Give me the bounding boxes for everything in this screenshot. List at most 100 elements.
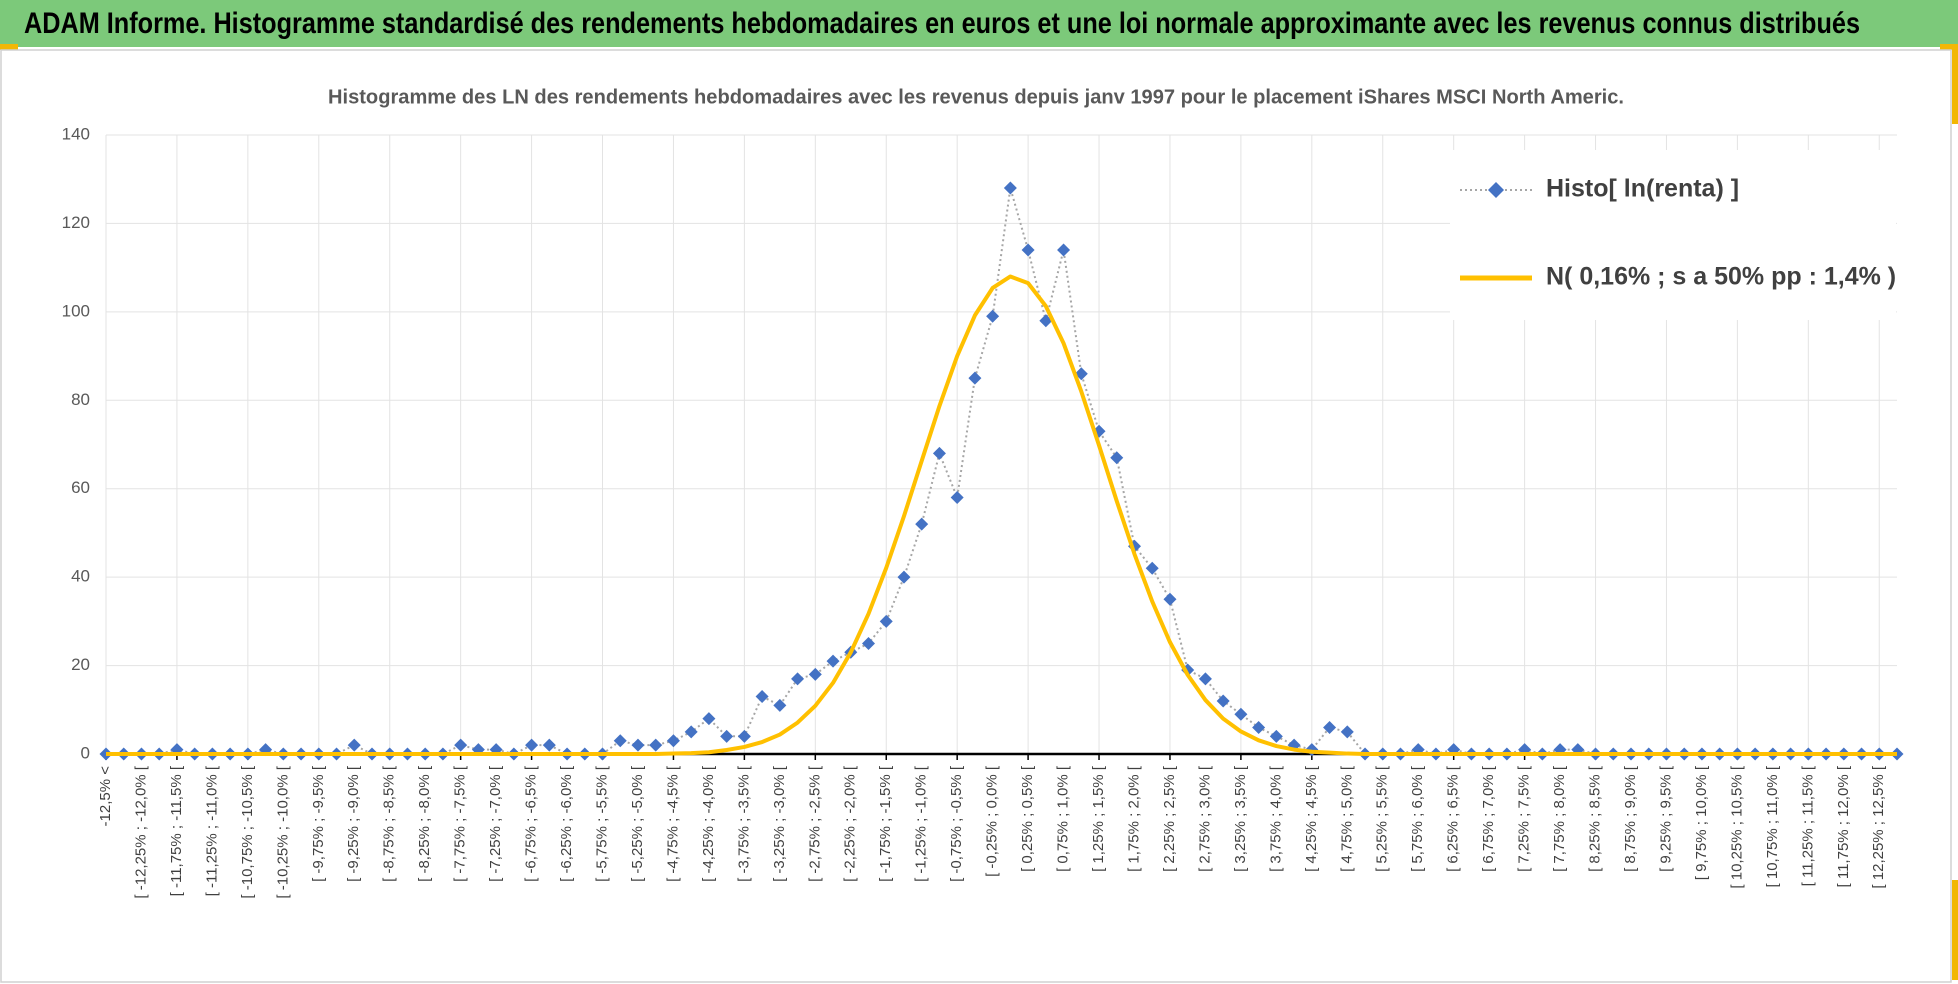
x-tick-label: [ 6,25% ; 6,5% [ [1445,765,1462,872]
legend-marker [1488,182,1504,198]
x-tick-label: [ -0,75% ; -0,5% [ [948,765,965,882]
histogram-marker [1110,451,1124,465]
histogram-marker [702,712,716,726]
y-tick-label: 140 [62,124,90,143]
frame-corner [1952,44,1958,124]
x-tick-label: [ 5,75% ; 6,0% [ [1409,765,1426,872]
legend-label: N( 0,16% ; s a 50% pp : 1,4% ) [1546,263,1896,291]
histogram-marker [986,309,1000,323]
legend-box [1450,150,1896,320]
x-tick-label: [ -11,75% ; -11,5% [ [168,765,185,896]
y-tick-label: 80 [71,390,90,409]
histogram-marker [525,738,539,752]
histogram-marker [862,636,876,650]
x-tick-label: [ 11,75% ; 12,0% [ [1835,765,1852,887]
x-tick-label: [ -4,25% ; -4,0% [ [700,765,717,882]
x-tick-label: [ 3,75% ; 4,0% [ [1267,765,1284,872]
histogram-marker [826,654,840,668]
histogram-marker [631,738,645,752]
histogram-marker [737,729,751,743]
x-tick-label: [ 11,25% ; 11,5% [ [1799,765,1816,886]
x-tick-label: [ -6,75% ; -6,5% [ [523,765,540,882]
histogram-marker [1145,561,1159,575]
x-tick-label: [ -10,25% ; -10,0% [ [274,765,291,898]
histogram-marker [755,690,769,704]
histogram-marker [950,491,964,505]
x-tick-label: [ 1,25% ; 1,5% [ [1090,765,1107,872]
x-tick-label: [ -9,75% ; -9,5% [ [310,765,327,882]
x-tick-label: [ 0,75% ; 1,0% [ [1055,765,1072,872]
x-tick-label: [ 8,25% ; 8,5% [ [1587,765,1604,872]
histogram-marker [1323,720,1337,734]
x-tick-label: [ -10,75% ; -10,5% [ [239,765,256,898]
x-tick-label: [ 7,25% ; 7,5% [ [1516,765,1533,872]
histogram-marker [1234,707,1248,721]
chart-frame [0,49,1952,983]
histogram-marker [1021,243,1035,257]
x-tick-label: [ 12,25% ; 12,5% [ [1870,765,1887,888]
x-tick-label: [ 1,75% ; 2,0% [ [1125,765,1142,872]
x-tick-label: [ 6,75% ; 7,0% [ [1480,765,1497,872]
x-tick-label: [ 5,25% ; 5,5% [ [1374,765,1391,872]
y-tick-label: 20 [71,655,90,674]
x-tick-label: [ 9,25% ; 9,5% [ [1657,765,1674,872]
normal-curve [106,274,1897,756]
header-bar [0,0,1958,47]
histogram-marker [613,734,627,748]
x-tick-label: [ 10,25% ; 10,5% [ [1728,765,1745,888]
x-tick-label: [ -3,75% ; -3,5% [ [735,765,752,882]
header-title: ADAM Informe. Histogramme standardisé de… [24,7,1860,40]
x-tick-label: [ -2,25% ; -2,0% [ [842,765,859,882]
histogram-marker [1269,729,1283,743]
x-tick-label: -12,5% < [97,766,114,827]
x-tick-label: [ 0,25% ; 0,5% [ [1019,765,1036,872]
chart-title: Histogramme des LN des rendements hebdom… [328,86,1624,108]
x-tick-label: [ -8,75% ; -8,5% [ [381,765,398,882]
x-tick-label: [ -12,25% ; -12,0% [ [132,765,149,898]
histogram-marker [791,672,805,686]
histogram-marker [347,738,361,752]
histogram-marker [773,698,787,712]
histogram-marker [1340,725,1354,739]
histogram-marker [1216,694,1230,708]
x-tick-label: [ 8,75% ; 9,0% [ [1622,765,1639,872]
x-tick-label: [ -5,75% ; -5,5% [ [593,765,610,882]
x-tick-label: [ -11,25% ; -11,0% [ [203,765,220,896]
x-tick-label: [ 3,25% ; 3,5% [ [1232,765,1249,872]
frame-corner [1952,880,1958,980]
x-tick-label: [ -5,25% ; -5,0% [ [629,765,646,882]
x-tick-label: [ -6,25% ; -6,0% [ [558,765,575,882]
histogram-marker [879,614,893,628]
x-tick-label: [ -0,25% ; 0,0% [ [984,765,1001,877]
x-tick-label: [ 10,75% ; 11,0% [ [1764,765,1781,887]
histogram-marker [932,446,946,460]
histogram-marker [666,734,680,748]
y-tick-label: 100 [62,301,90,320]
x-tick-label: [ -9,25% ; -9,0% [ [345,765,362,882]
histogram-marker [684,725,698,739]
x-tick-label: [ 4,25% ; 4,5% [ [1303,765,1320,872]
histogram-marker [915,517,929,531]
x-tick-label: [ -1,75% ; -1,5% [ [877,765,894,882]
x-tick-label: [ 4,75% ; 5,0% [ [1338,765,1355,872]
histogram-marker [1252,720,1266,734]
legend-label: Histo[ ln(renta) ] [1546,175,1739,203]
x-tick-label: [ -2,75% ; -2,5% [ [806,765,823,882]
x-tick-label: [ -8,25% ; -8,0% [ [416,765,433,882]
histogram-marker [649,738,663,752]
y-tick-label: 40 [71,567,90,586]
histogram-marker [720,729,734,743]
x-tick-label: [ -7,25% ; -7,0% [ [487,765,504,882]
x-tick-label: [ 7,75% ; 8,0% [ [1551,765,1568,872]
histogram-marker [454,738,468,752]
x-tick-label: [ -4,75% ; -4,5% [ [664,765,681,882]
y-tick-label: 60 [71,478,90,497]
histogram-marker [542,738,556,752]
x-tick-label: [ -1,25% ; -1,0% [ [913,765,930,882]
histogram-marker [1198,672,1212,686]
histogram-marker [1057,243,1071,257]
y-tick-label: 0 [81,743,90,762]
x-tick-label: [ -7,75% ; -7,5% [ [452,765,469,882]
histogram-marker [808,667,822,681]
